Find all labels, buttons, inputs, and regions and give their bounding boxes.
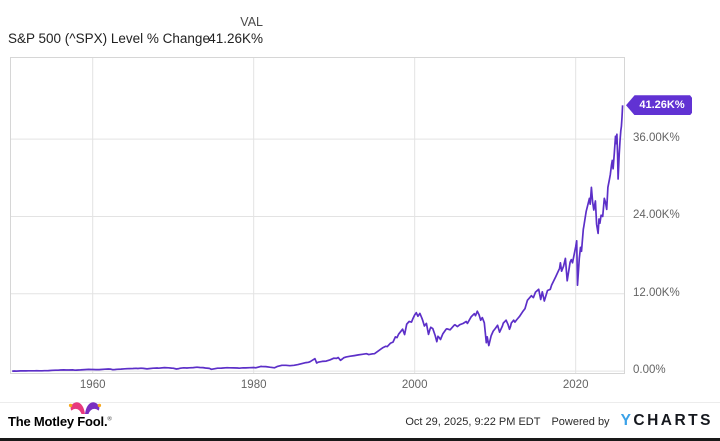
x-axis-tick-label: 2020 xyxy=(562,379,589,391)
footer-divider xyxy=(0,402,720,403)
footer-attribution: Oct 29, 2025, 9:22 PM EDT Powered by YCH… xyxy=(405,412,713,430)
powered-by-label: Powered by xyxy=(551,416,610,428)
ycharts-logo: YCHARTS xyxy=(621,412,713,430)
latest-value-badge-text: 41.26K% xyxy=(639,99,685,112)
x-axis-tick-label: 2000 xyxy=(401,379,428,391)
timestamp: Oct 29, 2025, 9:22 PM EDT xyxy=(405,416,541,428)
price-line xyxy=(12,105,624,372)
y-axis-tick-label: 36.00K% xyxy=(633,132,680,145)
y-axis-tick-label: 24.00K% xyxy=(633,209,680,222)
y-axis-tick-label: 12.00K% xyxy=(633,286,680,299)
plot-area xyxy=(10,57,625,374)
x-axis-tick-label: 1980 xyxy=(240,379,267,391)
price-chart-svg xyxy=(11,58,624,373)
chart-title: S&P 500 (^SPX) Level % Change xyxy=(8,31,210,46)
ycharts-logo-charts: CHARTS xyxy=(633,412,713,429)
x-axis-tick-label: 1960 xyxy=(79,379,106,391)
chart-latest-value: 41.26K% xyxy=(208,31,263,46)
motley-fool-logo-text: The Motley Fool. xyxy=(8,414,108,429)
val-column-header: VAL xyxy=(240,15,263,29)
ycharts-logo-y: Y xyxy=(620,412,634,429)
registered-trademark-mark: ® xyxy=(107,416,112,423)
bottom-border-bar xyxy=(0,438,720,441)
latest-value-badge: 41.26K% xyxy=(626,95,692,116)
motley-fool-logo: The Motley Fool.® xyxy=(8,414,112,429)
y-axis-tick-label: 0.00% xyxy=(633,364,666,377)
jester-cap-icon xyxy=(68,402,102,414)
